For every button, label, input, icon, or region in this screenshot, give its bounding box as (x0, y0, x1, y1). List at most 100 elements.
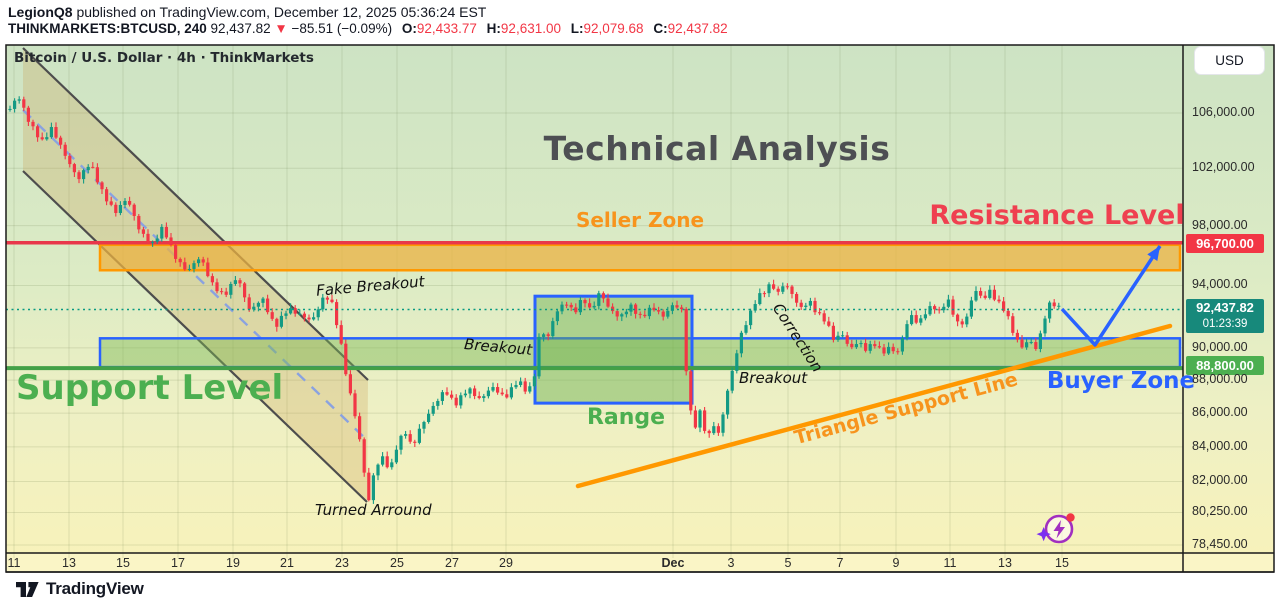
zones (98, 243, 1182, 405)
publish-info: LegionQ8 published on TradingView.com, D… (8, 4, 486, 20)
candle-body (77, 172, 81, 180)
date-tick-label: 13 (62, 556, 76, 570)
descending-channel (22, 47, 369, 503)
publish-text: published on TradingView.com, December 1… (72, 4, 487, 20)
date-tick-label: 11 (7, 556, 21, 570)
candle-body (923, 314, 927, 319)
open-label: O: (401, 21, 417, 36)
price-tick-label: 94,000.00 (1192, 277, 1248, 292)
candle-body (49, 127, 53, 138)
candle-body (91, 166, 95, 168)
candle-body (440, 392, 444, 401)
candle-body (905, 324, 909, 339)
price-tick-label: 102,000.00 (1192, 160, 1255, 175)
candle-body (353, 393, 357, 417)
current-price-badge: 92,437.82 01:23:39 (1186, 299, 1264, 333)
candle-body (95, 167, 99, 183)
candle-body (358, 416, 362, 440)
candle-body (224, 291, 228, 295)
date-tick-label: 23 (335, 556, 349, 570)
candle-body (270, 312, 274, 319)
current-price-value: 92,437.82 (1196, 300, 1254, 315)
candle-body (344, 343, 348, 375)
currency-usd-button[interactable]: USD (1194, 46, 1265, 75)
candle-body (546, 334, 550, 337)
candle-body (560, 304, 564, 312)
close-value: 92,437.82 (667, 21, 728, 36)
candle-body (459, 395, 463, 406)
candle-body (615, 311, 619, 317)
candle-body (68, 155, 72, 165)
candle-body (289, 308, 293, 314)
candle-body (578, 300, 582, 313)
candle-body (652, 307, 656, 311)
candle-body (316, 309, 320, 318)
candle-body (624, 311, 628, 315)
candle-body (965, 316, 969, 325)
channel-fill (23, 48, 368, 502)
candle-body (275, 318, 279, 327)
candle-body (26, 107, 30, 122)
candle-body (330, 299, 334, 303)
candle-body (845, 335, 849, 344)
candle-body (523, 381, 527, 392)
candle-body (762, 293, 766, 295)
candle-body (59, 137, 63, 145)
date-tick-label: 9 (892, 556, 900, 570)
low-value: 92,079.68 (583, 21, 644, 36)
candle-body (82, 170, 86, 180)
candle-body (887, 346, 891, 354)
support-price-badge: 88,800.00 (1186, 356, 1264, 375)
candle-body (128, 200, 132, 205)
candle-body (436, 400, 440, 406)
candle-body (220, 291, 224, 293)
candle-body (473, 388, 477, 397)
candle-body (574, 307, 578, 313)
candle-body (666, 310, 670, 317)
date-tick-label: 19 (226, 556, 240, 570)
range-box (533, 294, 694, 405)
candle-body (335, 302, 339, 326)
candle-body (988, 289, 992, 298)
candle-body (482, 396, 486, 399)
level-lines (6, 241, 1183, 371)
candle-body (606, 298, 610, 307)
candle-body (735, 353, 739, 371)
candle-body (298, 313, 302, 315)
candle-body (284, 313, 288, 316)
candle-body (463, 393, 467, 396)
candle-body (753, 304, 757, 311)
candle-body (174, 245, 178, 259)
candle-body (100, 182, 104, 190)
candle-body (703, 410, 707, 431)
drawing-overlays (6, 245, 1183, 489)
candle-body (376, 464, 380, 476)
candle-body (647, 307, 651, 317)
candle-body (946, 299, 950, 307)
candle-body (1034, 342, 1038, 349)
seller-zone-box (98, 243, 1182, 272)
candle-body (620, 314, 624, 317)
date-tick-label: 25 (390, 556, 404, 570)
candle-body (891, 346, 895, 352)
price-tick-label: 106,000.00 (1192, 105, 1255, 119)
candle-body (31, 121, 35, 127)
price-tick-label: 80,250.00 (1192, 504, 1248, 519)
price-tick-label: 90,000.00 (1192, 339, 1248, 354)
candle-body (394, 449, 398, 463)
candle-body (597, 293, 601, 306)
candle-body (1006, 310, 1010, 317)
candle-body (1038, 333, 1042, 349)
candle-body (519, 381, 523, 386)
price-tick-label: 88,000.00 (1192, 372, 1248, 387)
tradingview-logo[interactable]: TradingView (16, 579, 144, 599)
price-tick-label: 98,000.00 (1192, 217, 1248, 232)
candle-body (675, 305, 679, 308)
candle-body (339, 325, 343, 344)
candles (8, 96, 1061, 504)
candle-body (942, 306, 946, 311)
candle-body (399, 435, 403, 450)
candle-body (629, 304, 633, 312)
candle-body (1029, 342, 1033, 344)
candle-body (1048, 302, 1052, 319)
